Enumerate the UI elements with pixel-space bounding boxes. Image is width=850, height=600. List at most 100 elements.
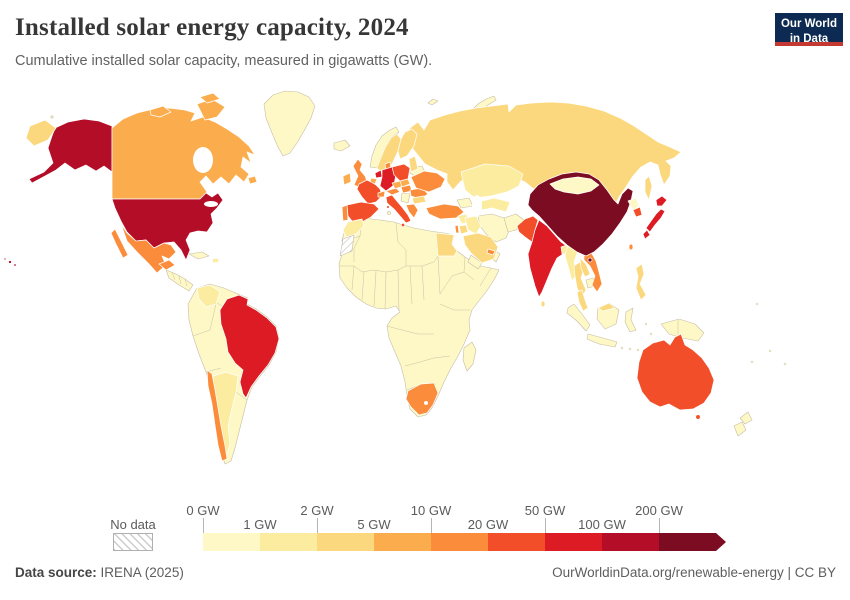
- country-central-asia[interactable]: [477, 197, 511, 213]
- country-france-corsica[interactable]: [386, 205, 390, 209]
- country-iceland[interactable]: [333, 139, 351, 152]
- country-australia-tasmania[interactable]: [695, 414, 701, 420]
- country-china-hainan[interactable]: [587, 257, 593, 263]
- country-usa-hawaii[interactable]: [3, 257, 7, 261]
- country-mexico[interactable]: [120, 223, 177, 274]
- country-russia-chukotka[interactable]: [25, 119, 57, 147]
- legend-swatch-2GW[interactable]: [317, 533, 374, 551]
- legend-swatch-5GW[interactable]: [374, 533, 431, 551]
- country-morocco[interactable]: [342, 218, 365, 238]
- owid-logo[interactable]: Our World in Data: [775, 13, 843, 46]
- country-usa-alaska[interactable]: [28, 118, 113, 184]
- country-austria[interactable]: [385, 187, 401, 196]
- legend-swatch-1GW[interactable]: [260, 533, 317, 551]
- country-ireland[interactable]: [342, 172, 352, 186]
- country-baltics[interactable]: [408, 155, 419, 173]
- legend-swatch-0GW[interactable]: [203, 533, 260, 551]
- country-iran[interactable]: [477, 213, 511, 243]
- country-russia-sakhalin[interactable]: [644, 175, 653, 201]
- country-svalbard[interactable]: [427, 98, 439, 106]
- country-hispaniola[interactable]: [211, 257, 220, 264]
- country-uae[interactable]: [486, 248, 496, 256]
- country-usa-hawaii[interactable]: [8, 260, 12, 264]
- country-france[interactable]: [356, 179, 383, 205]
- legend-swatch-50GW[interactable]: [545, 533, 602, 551]
- country-south-africa[interactable]: [405, 382, 439, 416]
- country-bulgaria[interactable]: [411, 195, 427, 205]
- country-canada-baffin-island[interactable]: [196, 98, 226, 121]
- country-north-korea[interactable]: [627, 197, 640, 211]
- country-sri-lanka[interactable]: [540, 300, 546, 308]
- country-taiwan[interactable]: [628, 243, 634, 251]
- legend-arrow: [716, 533, 726, 551]
- chart-title: Installed solar energy capacity, 2024: [15, 14, 409, 41]
- country-italy-sicily[interactable]: [400, 222, 406, 228]
- country-greenland[interactable]: [263, 90, 316, 157]
- country-australia[interactable]: [636, 333, 715, 411]
- country-south-korea[interactable]: [632, 206, 643, 218]
- country-mongolia[interactable]: [549, 176, 600, 195]
- country-turkey[interactable]: [425, 203, 465, 220]
- country-indonesia-sulawesi[interactable]: [624, 307, 637, 333]
- data-source: Data source: IRENA (2025): [15, 565, 184, 580]
- country-malaysia[interactable]: [576, 289, 589, 312]
- country-sardinia[interactable]: [387, 211, 391, 215]
- country-finland[interactable]: [397, 128, 418, 160]
- data-source-value: IRENA (2025): [96, 565, 184, 580]
- country-mexico-baja[interactable]: [110, 228, 129, 259]
- country-malaysia-borneo[interactable]: [597, 302, 616, 312]
- legend-swatch-10GW[interactable]: [431, 533, 488, 551]
- country-japan-honshu[interactable]: [645, 208, 666, 233]
- country-balkans[interactable]: [400, 192, 411, 204]
- country-new-zealand-south[interactable]: [733, 421, 747, 437]
- country-china[interactable]: [527, 171, 634, 257]
- country-ukraine[interactable]: [410, 170, 446, 193]
- country-borders: [171, 219, 679, 401]
- country-italy[interactable]: [385, 194, 412, 224]
- country-chile[interactable]: [206, 369, 228, 462]
- country-portugal[interactable]: [341, 204, 349, 222]
- legend-swatch-100GW[interactable]: [602, 533, 659, 551]
- footer-link[interactable]: OurWorldinData.org/renewable-energy | CC…: [552, 565, 836, 580]
- country-madagascar[interactable]: [462, 341, 477, 372]
- legend-swatch-20GW[interactable]: [488, 533, 545, 551]
- legend-no-data-swatch[interactable]: [113, 533, 153, 551]
- country-brazil[interactable]: [219, 294, 280, 399]
- country-indonesia-java[interactable]: [586, 333, 618, 348]
- country-caucasus[interactable]: [456, 197, 474, 209]
- country-kazakhstan[interactable]: [460, 163, 524, 199]
- country-usa-hawaii[interactable]: [13, 263, 17, 267]
- country-canada[interactable]: [111, 107, 256, 200]
- country-cuba[interactable]: [188, 251, 210, 260]
- country-canada-newfoundland[interactable]: [247, 175, 258, 185]
- country-canada-ellesmere-island[interactable]: [199, 92, 221, 104]
- data-source-label: Data source:: [15, 565, 97, 580]
- country-switzerland[interactable]: [377, 190, 386, 198]
- country-philippines[interactable]: [635, 263, 647, 301]
- country-yemen[interactable]: [467, 254, 483, 270]
- legend-tick: [431, 518, 432, 533]
- country-jordan[interactable]: [458, 224, 469, 235]
- legend-label-1GW: 1 GW: [243, 517, 277, 532]
- country-japan-kyushu[interactable]: [642, 229, 651, 240]
- country-egypt[interactable]: [435, 232, 458, 257]
- country-new-zealand-north[interactable]: [739, 411, 753, 425]
- country-mexico-yucatan[interactable]: [158, 259, 176, 271]
- country-central-america[interactable]: [165, 269, 194, 292]
- country-laos[interactable]: [579, 257, 591, 278]
- country-papua-new-guinea[interactable]: [660, 318, 705, 342]
- legend-swatch-200GW[interactable]: [659, 533, 716, 551]
- country-saudi-arabia[interactable]: [462, 232, 499, 264]
- country-greece[interactable]: [405, 203, 419, 219]
- country-vietnam[interactable]: [583, 251, 603, 293]
- country-israel[interactable]: [454, 224, 460, 234]
- country-colombia[interactable]: [196, 284, 221, 308]
- country-netherlands[interactable]: [374, 169, 383, 179]
- country-spain[interactable]: [346, 201, 380, 223]
- country-japan-hokkaido[interactable]: [655, 195, 668, 207]
- country-iraq[interactable]: [464, 215, 482, 235]
- country-western-sahara-no-data[interactable]: [339, 234, 355, 257]
- country-indonesia-sumatra[interactable]: [566, 303, 591, 332]
- country-slovakia[interactable]: [399, 178, 411, 188]
- country-canada-victoria-island[interactable]: [149, 105, 172, 118]
